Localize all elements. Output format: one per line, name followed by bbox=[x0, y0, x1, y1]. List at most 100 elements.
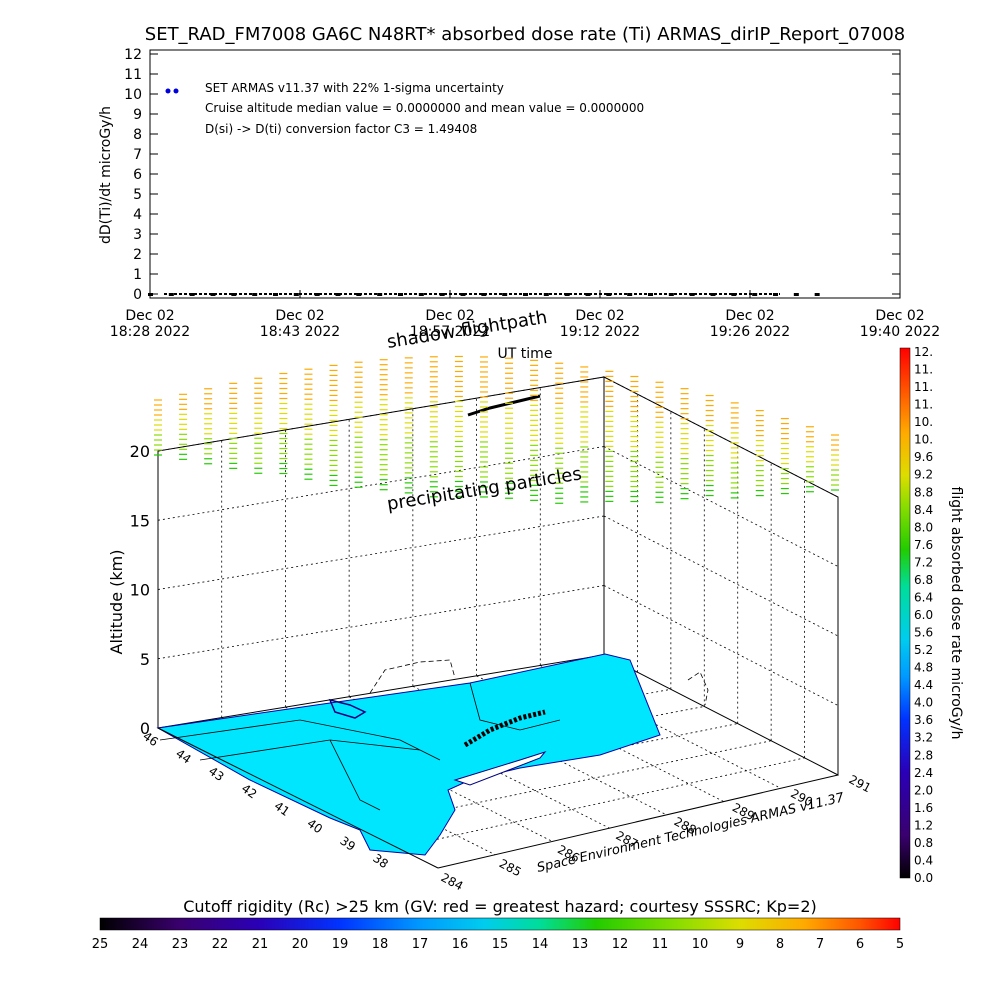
dose-colorbar-gradient bbox=[899, 347, 911, 879]
floor-edge-front bbox=[437, 774, 839, 869]
legend-marker-dot-1 bbox=[165, 88, 171, 94]
dose-rate-series bbox=[148, 293, 820, 296]
dose-point bbox=[314, 293, 320, 296]
cutoff-tick-label: 25 bbox=[92, 937, 109, 952]
legend-line-3: D(si) -> D(ti) conversion factor C3 = 1.… bbox=[205, 122, 477, 136]
top-y-tick-label: 0 bbox=[133, 287, 142, 303]
altitude-label: Altitude (km) bbox=[107, 550, 126, 655]
latitude-tick-label: 44 bbox=[173, 746, 194, 766]
cutoff-tick-label: 9 bbox=[736, 937, 744, 952]
top-x-tick-label-date: Dec 02 bbox=[875, 308, 924, 324]
top-x-tick-label-date: Dec 02 bbox=[425, 308, 474, 324]
dose-colorbar-tick: 0.8 bbox=[914, 836, 933, 850]
cutoff-tick-label: 8 bbox=[776, 937, 784, 952]
dose-colorbar-tick: 1.6 bbox=[914, 801, 933, 815]
latitude-tick-label: 41 bbox=[272, 799, 293, 819]
dose-point bbox=[356, 293, 362, 296]
vendor-label: Space Environment Technologies ARMAS v11… bbox=[536, 790, 847, 876]
top-x-tick-label-time: 18:28 2022 bbox=[110, 324, 190, 340]
dose-colorbar-tick: 12. bbox=[914, 345, 933, 359]
latitude-tick-label: 39 bbox=[337, 834, 358, 854]
top-y-tick-label: 7 bbox=[133, 147, 142, 163]
cutoff-tick-label: 22 bbox=[212, 937, 229, 952]
altitude-tick-label: 10 bbox=[130, 581, 150, 600]
canada-border bbox=[369, 659, 456, 694]
altitude-grid-line bbox=[157, 515, 605, 590]
top-y-label: dD(Ti)/dt microGy/h bbox=[98, 106, 114, 244]
altitude-grid-line-right bbox=[603, 585, 839, 706]
dose-point bbox=[148, 293, 153, 296]
dose-colorbar-tick: 0.0 bbox=[914, 871, 933, 885]
dose-colorbar-tick: 8.8 bbox=[914, 485, 933, 499]
dose-point bbox=[439, 293, 445, 296]
cutoff-tick-label: 5 bbox=[896, 937, 904, 952]
top-x-tick-label-date: Dec 02 bbox=[575, 308, 624, 324]
top-y-tick-label: 12 bbox=[124, 47, 142, 63]
dose-point bbox=[585, 293, 591, 296]
top-x-tick-label-time: 19:40 2022 bbox=[860, 324, 940, 340]
altitude-grid-line-right bbox=[603, 376, 839, 498]
dose-point bbox=[606, 293, 612, 296]
cutoff-tick-label: 12 bbox=[612, 937, 629, 952]
top-y-tick-label: 4 bbox=[133, 207, 142, 223]
cutoff-tick-label: 19 bbox=[332, 937, 349, 952]
latitude-tick-label: 40 bbox=[305, 816, 326, 836]
dose-colorbar-tick: 11. bbox=[914, 398, 933, 412]
top-y-tick-label: 9 bbox=[133, 107, 142, 123]
dose-colorbar-tick: 6.4 bbox=[914, 590, 933, 604]
cutoff-tick-label: 17 bbox=[412, 937, 429, 952]
ground-flight-track bbox=[463, 709, 546, 748]
top-y-tick-label: 8 bbox=[133, 127, 142, 143]
cutoff-tick-label: 18 bbox=[372, 937, 389, 952]
top-x-tick-label-time: 18:43 2022 bbox=[260, 324, 340, 340]
dose-colorbar-ticks: 0.0 0.4 0.8 1.2 1.6 2.0 2.4 2.8 3.2 3.6 4.0 4.4 4.8 5… bbox=[914, 345, 933, 885]
longitude-tick-label: 284 bbox=[439, 870, 466, 893]
dose-point bbox=[335, 293, 341, 296]
cutoff-tick-label: 6 bbox=[856, 937, 864, 952]
top-x-tick-label-date: Dec 02 bbox=[725, 308, 774, 324]
cutoff-gradient bbox=[99, 917, 901, 931]
dose-point bbox=[231, 293, 237, 296]
cutoff-tick-label: 10 bbox=[692, 937, 709, 952]
dose-colorbar-tick: 4.8 bbox=[914, 661, 933, 675]
altitude-grid-line bbox=[157, 446, 605, 521]
dose-point bbox=[481, 293, 487, 296]
dose-point bbox=[793, 293, 799, 296]
altitude-grid-line-right bbox=[603, 515, 839, 637]
dose-colorbar-tick: 11. bbox=[914, 380, 933, 394]
dose-colorbar-tick: 2.4 bbox=[914, 766, 933, 780]
top-x-tick-label-time: 18:57 2022 bbox=[410, 324, 490, 340]
dose-colorbar-tick: 5.6 bbox=[914, 626, 933, 640]
top-y-tick-label: 1 bbox=[133, 267, 142, 283]
dose-colorbar-tick: 2.8 bbox=[914, 748, 933, 762]
dose-colorbar-tick: 2.0 bbox=[914, 783, 933, 797]
dose-colorbar-tick: 6.8 bbox=[914, 573, 933, 587]
dose-colorbar-tick: 4.0 bbox=[914, 696, 933, 710]
cutoff-tick-label: 11 bbox=[652, 937, 669, 952]
top-y-tick-label: 6 bbox=[133, 167, 142, 183]
state-border-3 bbox=[329, 739, 381, 811]
cutoff-tick-label: 14 bbox=[532, 937, 549, 952]
legend-marker-dot-2 bbox=[173, 88, 179, 94]
floor-edge-left bbox=[157, 727, 439, 869]
dose-colorbar-tick: 1.2 bbox=[914, 818, 933, 832]
lake-outline bbox=[328, 698, 367, 719]
dose-colorbar-tick: 4.4 bbox=[914, 678, 933, 692]
elevated-flight-track bbox=[467, 394, 541, 417]
altitude-grid-line-right bbox=[603, 446, 839, 567]
dose-colorbar-tick: 10. bbox=[914, 433, 933, 447]
chart-title: SET_RAD_FM7008 GA6C N48RT* absorbed dose… bbox=[145, 24, 905, 45]
dose-colorbar-tick: 9.6 bbox=[914, 450, 933, 464]
dose-colorbar-tick: 10. bbox=[914, 415, 933, 429]
dose-point bbox=[710, 293, 716, 296]
top-y-tick-label: 2 bbox=[133, 247, 142, 263]
top-y-tick-label: 10 bbox=[124, 87, 142, 103]
dose-colorbar-tick: 7.6 bbox=[914, 538, 933, 552]
top-y-tick-label: 3 bbox=[133, 227, 142, 243]
dose-point bbox=[564, 293, 570, 296]
top-y-tick-label: 11 bbox=[124, 67, 142, 83]
latitude-tick-label: 38 bbox=[370, 851, 391, 871]
